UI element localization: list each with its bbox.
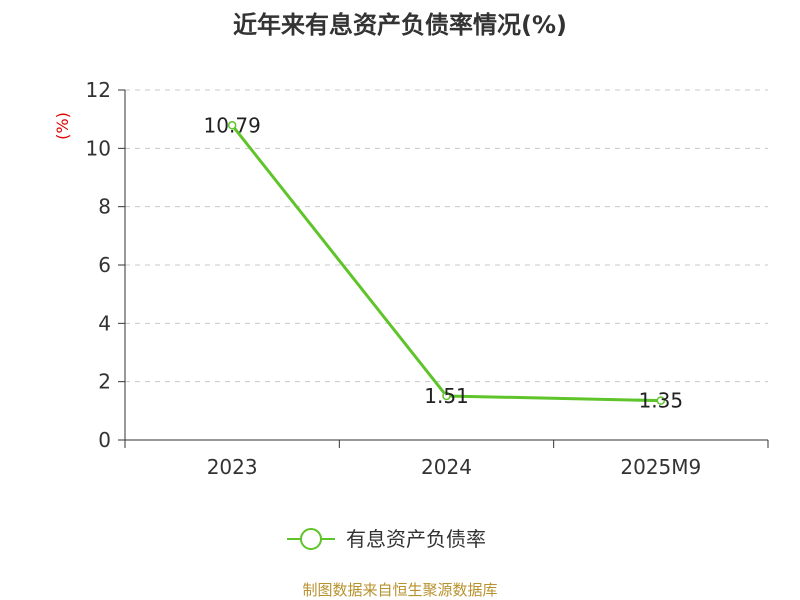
x-tick-label: 2025M9 (620, 455, 701, 479)
x-tick-labels: 2023 2024 2025M9 (207, 455, 702, 479)
data-label: 1.35 (639, 389, 684, 413)
legend-marker-icon (300, 528, 322, 550)
data-label: 10.79 (204, 113, 261, 137)
y-tick-labels: 0 2 4 6 8 10 12 (86, 78, 111, 452)
legend[interactable]: 有息资产负债率 (287, 527, 486, 551)
data-point[interactable] (227, 121, 237, 130)
grid-lines (125, 89, 768, 383)
chart-title: 近年来有息资产负债率情况(%) (233, 11, 567, 39)
axes (118, 89, 769, 448)
y-tick-label: 6 (98, 253, 111, 277)
x-tick-label: 2023 (207, 455, 258, 479)
legend-label: 有息资产负债率 (346, 527, 486, 551)
y-axis-label: (%) (53, 112, 72, 140)
y-tick-label: 8 (98, 195, 111, 219)
data-point[interactable] (656, 396, 666, 405)
y-tick-label: 10 (86, 136, 111, 160)
y-tick-label: 12 (86, 78, 111, 102)
source-note: 制图数据来自恒生聚源数据库 (302, 581, 497, 599)
x-tick-label: 2024 (421, 455, 472, 479)
data-labels: 10.79 1.51 1.35 (204, 113, 684, 412)
y-tick-label: 2 (98, 370, 111, 394)
y-tick-label: 0 (98, 428, 111, 452)
data-point[interactable] (442, 391, 451, 401)
series-line (230, 124, 661, 403)
series-layer (227, 121, 666, 405)
data-label: 1.51 (424, 384, 469, 408)
y-tick-label: 4 (98, 311, 111, 335)
